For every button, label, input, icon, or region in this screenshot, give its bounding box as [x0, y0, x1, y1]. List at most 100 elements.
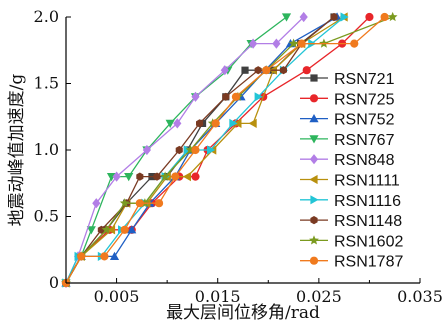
data-point-rsn752: [109, 251, 120, 260]
data-point-rsn1787: [135, 199, 144, 208]
legend-item-rsn1787: RSN1787: [300, 254, 403, 271]
legend-marker: [309, 154, 319, 165]
axes-layer: 0.005 0.015 0.025 0.035 0.5 1.0 1.5 2.0 0: [34, 7, 443, 306]
data-point-rsn1787: [77, 252, 86, 261]
x-tick-label: 0.015: [195, 287, 241, 306]
data-point-rsn1116: [340, 12, 349, 22]
data-point-rsn1787: [191, 145, 200, 155]
legend: RSN721 RSN725 RSN752 RSN767 RSN848 RSN1111 RSN…: [300, 71, 403, 271]
legend-item-rsn721: RSN721: [300, 71, 395, 88]
data-point-rsn1148: [97, 225, 105, 234]
legend-item-rsn1148: RSN1148: [300, 213, 402, 230]
legend-item-rsn1602: RSN1602: [300, 233, 403, 250]
x-tick-label: 0.005: [94, 287, 140, 306]
y-tick-label: 0.5: [34, 207, 59, 226]
data-point-rsn1787: [262, 66, 271, 75]
data-point-rsn1111: [248, 118, 257, 128]
y-tick-label: 1.5: [34, 74, 59, 93]
data-point-rsn1148: [279, 66, 287, 75]
data-point-rsn1111: [182, 172, 191, 182]
series-layer: [61, 11, 398, 289]
data-point-rsn1787: [120, 225, 129, 234]
data-point-rsn1148: [330, 12, 338, 22]
legend-marker: [309, 235, 319, 245]
legend-label: RSN1602: [334, 233, 403, 250]
data-point-rsn1602: [160, 171, 170, 181]
series-line-rsn752: [65, 16, 338, 284]
data-point-rsn1111: [106, 225, 116, 235]
data-point-rsn1787: [171, 172, 180, 181]
series-rsn1787: [61, 12, 389, 288]
data-point-rsn1148: [153, 172, 161, 181]
data-point-rsn725: [365, 12, 374, 22]
legend-marker: [309, 94, 319, 103]
data-point-rsn1148: [222, 92, 230, 101]
legend-marker: [310, 74, 318, 82]
legend-item-rsn1116: RSN1116: [300, 193, 401, 210]
data-point-rsn767: [86, 226, 96, 235]
data-point-rsn1602: [101, 224, 112, 234]
legend-item-rsn848: RSN848: [300, 152, 395, 169]
legend-label: RSN725: [334, 91, 395, 108]
data-point-rsn848: [220, 65, 229, 76]
data-point-rsn1602: [288, 38, 299, 48]
legend-marker: [310, 195, 319, 205]
data-point-rsn1787: [100, 252, 109, 261]
legend-label: RSN1787: [334, 254, 403, 271]
legend-item-rsn1111: RSN1111: [300, 173, 400, 190]
origin-label: 0: [49, 273, 59, 292]
legend-label: RSN848: [334, 152, 395, 169]
legend-label: RSN767: [334, 132, 395, 149]
data-point-rsn848: [272, 38, 281, 49]
legend-item-rsn725: RSN725: [300, 91, 395, 108]
data-point-rsn1787: [154, 199, 164, 208]
data-point-rsn752: [127, 225, 137, 234]
data-point-rsn848: [299, 11, 308, 23]
legend-item-rsn767: RSN767: [300, 132, 395, 149]
legend-marker: [309, 135, 319, 144]
legend-marker: [309, 174, 318, 185]
data-point-rsn1116: [207, 145, 216, 155]
legend-item-rsn752: RSN752: [300, 112, 395, 129]
y-tick-label: 1.0: [34, 140, 59, 159]
legend-label: RSN1116: [334, 193, 401, 210]
x-tick-label: 0.035: [397, 287, 443, 306]
data-point-rsn1116: [229, 118, 238, 128]
data-point-rsn721: [241, 66, 249, 74]
legend-marker: [309, 256, 319, 265]
data-point-rsn1787: [297, 39, 306, 48]
x-axis-title: 最大层间位移角/rad: [166, 303, 320, 323]
data-point-rsn1148: [136, 172, 144, 181]
data-point-rsn1787: [380, 12, 389, 22]
series-line-rsn1787: [65, 16, 386, 284]
data-point-rsn1148: [196, 119, 204, 128]
data-point-rsn848: [191, 91, 200, 102]
legend-label: RSN752: [334, 112, 395, 129]
data-point-rsn848: [112, 171, 121, 182]
data-point-rsn1787: [211, 119, 220, 128]
legend-marker: [310, 216, 318, 225]
x-tick-label: 0.025: [296, 287, 342, 306]
legend-label: RSN721: [334, 71, 395, 88]
data-point-rsn1787: [231, 92, 241, 101]
data-point-rsn725: [191, 172, 200, 181]
data-point-rsn725: [302, 66, 311, 75]
data-point-rsn767: [124, 173, 134, 182]
data-point-rsn1602: [387, 11, 398, 22]
legend-label: RSN1111: [334, 173, 400, 190]
y-tick-label: 2.0: [34, 7, 59, 26]
series-line-rsn1116: [65, 16, 345, 284]
data-point-rsn848: [249, 38, 258, 49]
y-axis-title: 地震动峰值加速度/g: [7, 74, 27, 227]
legend-marker: [309, 114, 319, 123]
data-point-rsn1602: [185, 144, 196, 155]
data-point-rsn848: [173, 118, 182, 129]
data-point-rsn767: [165, 119, 175, 128]
series-rsn1116: [62, 12, 349, 288]
data-point-rsn1602: [119, 198, 130, 208]
legend-label: RSN1148: [334, 213, 402, 230]
data-point-rsn1787: [350, 39, 359, 48]
data-point-rsn1148: [254, 66, 262, 75]
